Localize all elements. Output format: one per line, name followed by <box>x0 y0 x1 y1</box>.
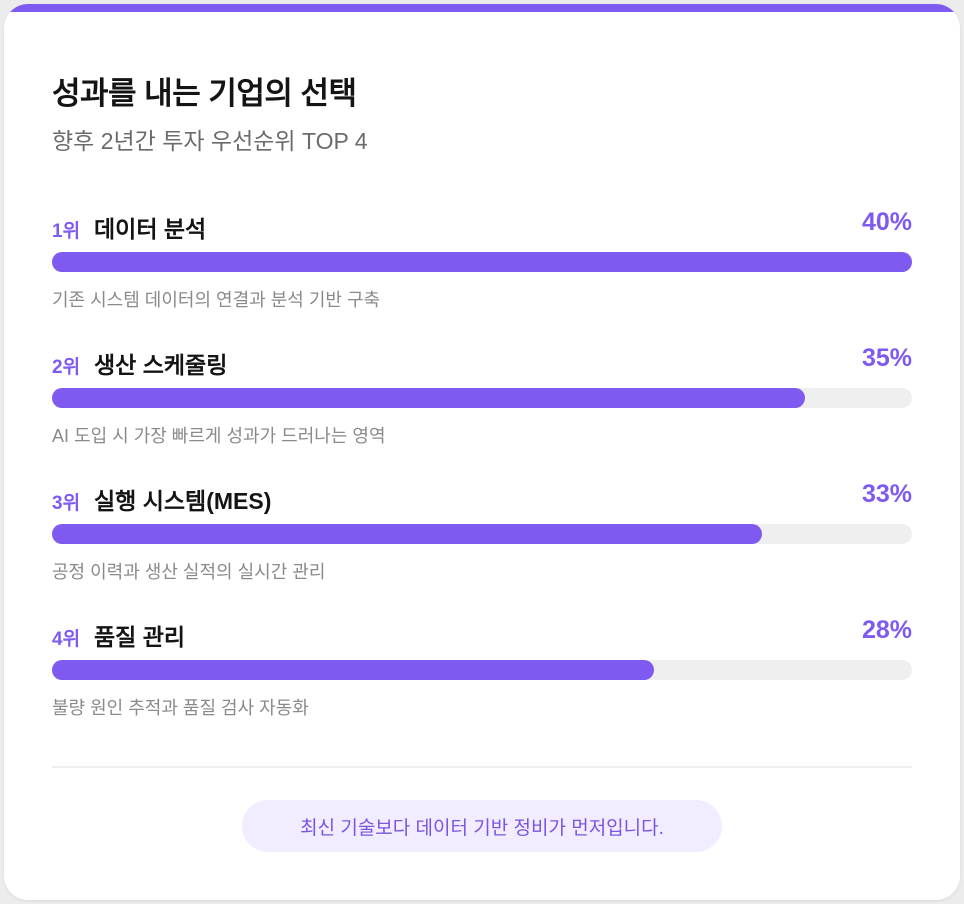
category-description: AI 도입 시 가장 빠르게 성과가 드러나는 영역 <box>52 426 386 446</box>
ranking-row: 1위 데이터 분석 40% 기존 시스템 데이터의 연결과 분석 기반 구축 <box>52 208 912 328</box>
category-label: 실행 시스템(MES) <box>94 488 272 514</box>
bar-fill <box>52 660 654 680</box>
bar-fill <box>52 388 805 408</box>
value-label: 33% <box>861 480 912 508</box>
bar-track <box>52 388 912 408</box>
bar-track <box>52 660 912 680</box>
summary-note: 최신 기술보다 데이터 기반 정비가 먼저입니다. <box>242 800 722 852</box>
card-subtitle: 향후 2년간 투자 우선순위 TOP 4 <box>52 128 368 154</box>
ranking-row: 2위 생산 스케줄링 35% AI 도입 시 가장 빠르게 성과가 드러나는 영역 <box>52 344 912 464</box>
value-label: 40% <box>861 208 912 236</box>
accent-top-bar <box>4 4 960 12</box>
category-label: 품질 관리 <box>94 624 186 650</box>
ranking-row: 4위 품질 관리 28% 불량 원인 추적과 품질 검사 자동화 <box>52 616 912 736</box>
bar-fill <box>52 524 762 544</box>
ranking-row: 3위 실행 시스템(MES) 33% 공정 이력과 생산 실적의 실시간 관리 <box>52 480 912 600</box>
category-label: 생산 스케줄링 <box>94 352 228 378</box>
value-label: 35% <box>861 344 912 372</box>
category-description: 공정 이력과 생산 실적의 실시간 관리 <box>52 562 326 582</box>
priority-card: 성과를 내는 기업의 선택 향후 2년간 투자 우선순위 TOP 4 1위 데이터… <box>4 4 960 900</box>
category-label: 데이터 분석 <box>94 216 207 242</box>
summary-note-text: 최신 기술보다 데이터 기반 정비가 먼저입니다. <box>300 817 664 839</box>
category-description: 기존 시스템 데이터의 연결과 분석 기반 구축 <box>52 290 381 310</box>
bar-track <box>52 524 912 544</box>
category-description: 불량 원인 추적과 품질 검사 자동화 <box>52 698 309 718</box>
rank-label: 1위 <box>52 221 81 242</box>
rank-label: 4위 <box>52 629 81 650</box>
value-label: 28% <box>861 616 912 644</box>
rank-label: 3위 <box>52 493 81 514</box>
bar-fill <box>52 252 912 272</box>
bar-track <box>52 252 912 272</box>
card-title: 성과를 내는 기업의 선택 <box>52 76 357 111</box>
rank-label: 2위 <box>52 357 81 378</box>
divider <box>52 766 912 768</box>
